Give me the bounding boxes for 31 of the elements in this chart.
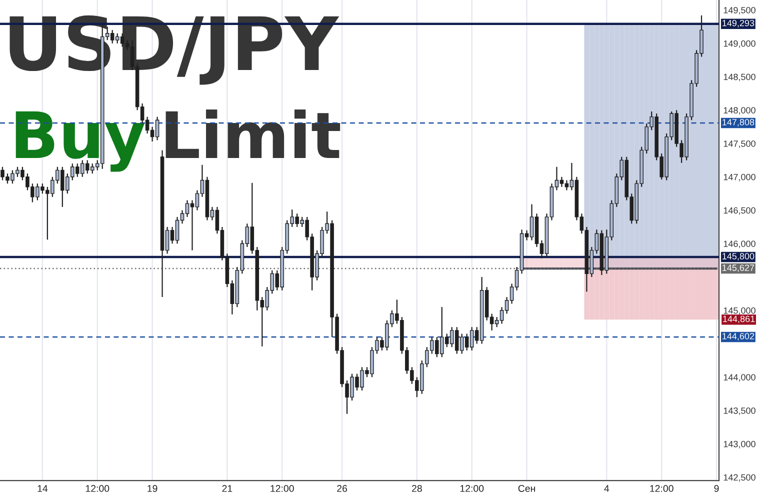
y-tick-label: 144,000: [724, 374, 756, 382]
ref-line-label: 144,602: [722, 332, 754, 340]
y-tick-label: 149,000: [724, 40, 756, 48]
y-tick-label: 147,000: [724, 174, 756, 182]
ref-line-label: 149,293: [722, 20, 754, 28]
x-tick-label: 12:00: [270, 485, 294, 492]
x-tick-label: Сен: [518, 485, 535, 492]
x-tick-label: 9: [714, 485, 719, 492]
y-tick-label: 143,000: [724, 440, 756, 448]
x-tick-label: 12:00: [650, 485, 674, 492]
y-tick-label: 146,000: [724, 240, 756, 248]
y-tick-label: 142,500: [724, 474, 756, 482]
y-tick-label: 143,500: [724, 407, 756, 415]
y-tick-label: 147,500: [724, 140, 756, 148]
x-tick-label: 28: [412, 485, 422, 492]
x-tick-label: 19: [148, 485, 158, 492]
ref-line-label: 147,808: [722, 118, 754, 126]
x-tick-label: 12:00: [86, 485, 110, 492]
x-tick-label: 14: [38, 485, 48, 492]
annotation: 144,861: [723, 316, 755, 324]
y-tick-label: 146,500: [724, 207, 756, 215]
y-tick-label: 148,500: [724, 74, 756, 82]
x-tick-label: 26: [337, 485, 348, 492]
x-tick-label: 21: [222, 485, 232, 492]
y-tick-label: 148,000: [724, 107, 756, 115]
y-tick-label: 145,000: [724, 307, 756, 315]
x-tick-label: 4: [604, 485, 610, 492]
x-tick-label: 12:00: [460, 485, 484, 492]
ref-line-label: 145,627: [722, 264, 754, 272]
y-tick-label: 149,500: [724, 6, 756, 14]
ref-line-label: 145,800: [722, 253, 754, 260]
